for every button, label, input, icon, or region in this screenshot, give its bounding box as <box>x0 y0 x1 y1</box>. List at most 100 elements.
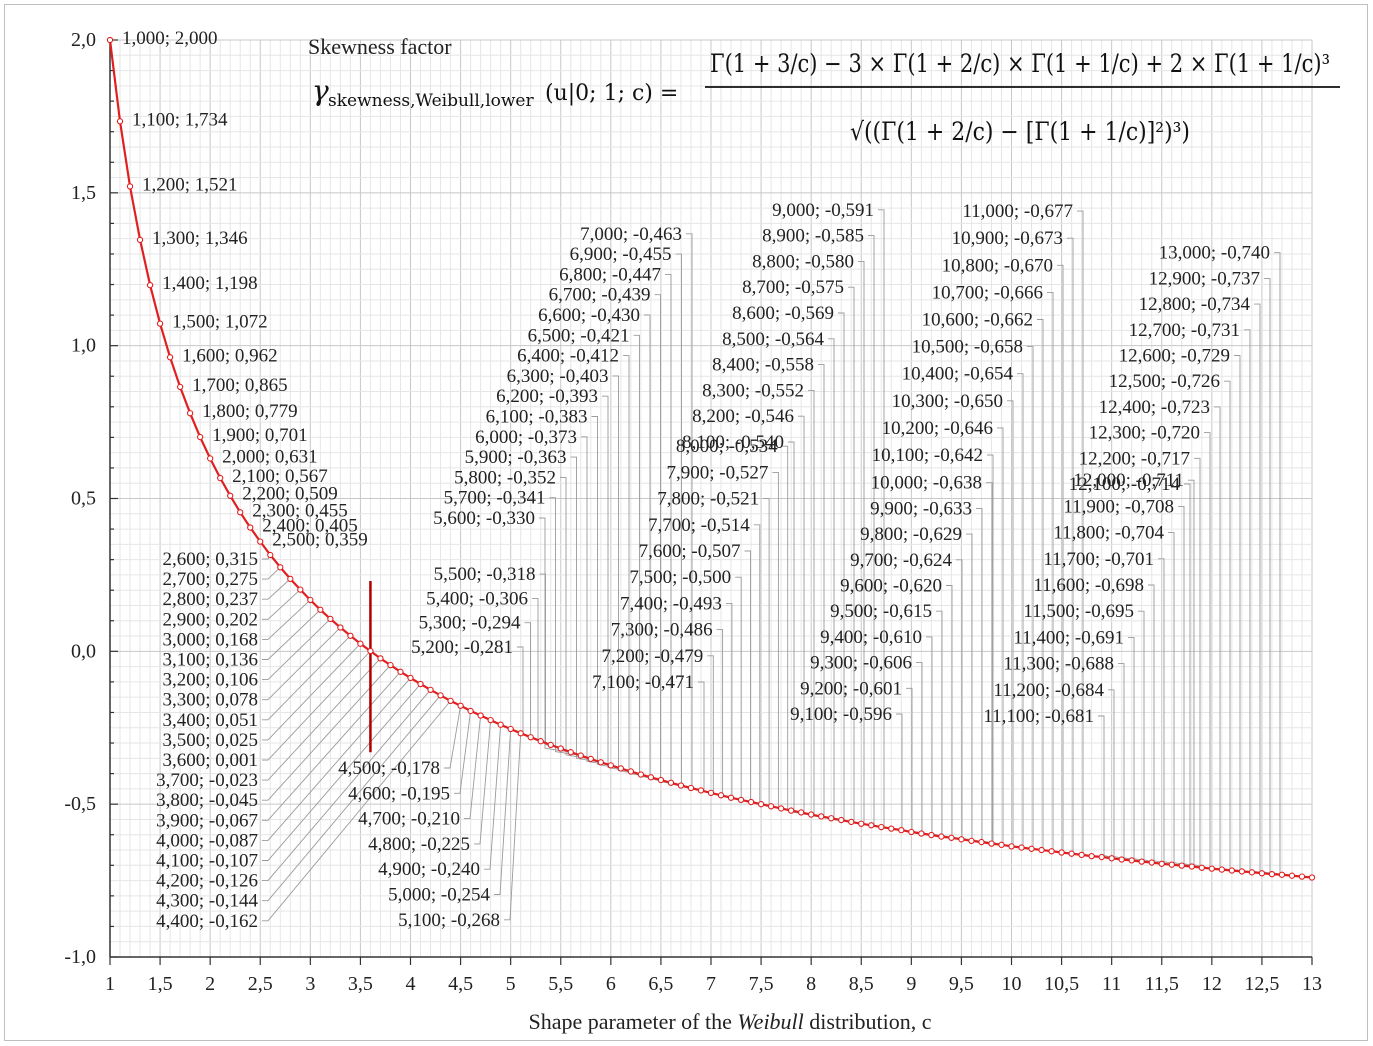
label-leader <box>976 507 1002 846</box>
label-leader <box>464 715 482 820</box>
data-point <box>767 803 775 810</box>
data-label: 4,900; -0,240 <box>378 859 480 880</box>
data-label: 7,400; -0,493 <box>620 593 722 614</box>
data-label: 3,400; 0,051 <box>162 710 258 731</box>
data-point <box>597 759 604 766</box>
data-label: 9,300; -0,606 <box>810 653 912 674</box>
data-point <box>136 236 144 244</box>
x-tick-label: 4,5 <box>448 973 473 995</box>
data-label: 11,700; -0,701 <box>1043 549 1154 570</box>
data-point <box>437 692 444 699</box>
label-leader <box>262 627 341 701</box>
x-tick-label: 11,5 <box>1145 973 1179 995</box>
data-label: 6,900; -0,455 <box>570 244 672 265</box>
data-label: 7,500; -0,500 <box>629 567 731 588</box>
data-point <box>297 586 304 593</box>
x-tick-label: 13 <box>1302 973 1322 995</box>
data-label: 1,400; 1,198 <box>162 273 258 294</box>
data-point <box>737 796 745 804</box>
data-point <box>327 615 334 623</box>
data-label: 5,700; -0,341 <box>444 488 546 509</box>
data-point <box>507 725 514 733</box>
x-tick-label: 3,5 <box>348 973 373 995</box>
data-point <box>808 811 815 818</box>
data-label: 3,000; 0,168 <box>162 629 258 650</box>
data-point <box>677 782 685 789</box>
data-label: 12,100; -0,714 <box>1069 474 1181 495</box>
data-label: 1,700; 0,865 <box>192 375 288 396</box>
data-label: 4,000; -0,087 <box>156 830 258 851</box>
data-point <box>1148 859 1155 866</box>
data-label: 10,400; -0,654 <box>902 364 1014 385</box>
data-label: 6,500; -0,421 <box>528 325 630 346</box>
data-point <box>978 838 985 846</box>
x-tick-label: 7,5 <box>749 973 774 995</box>
label-leader <box>494 728 512 895</box>
data-point <box>1198 864 1205 871</box>
data-label: 4,200; -0,126 <box>156 871 258 892</box>
label-leader <box>781 445 812 816</box>
data-label: 12,800; -0,734 <box>1139 294 1251 315</box>
chart-frame <box>4 4 1368 1041</box>
data-point <box>407 674 414 682</box>
formula-lhs-symbol: γ <box>312 74 329 107</box>
data-point <box>287 575 294 583</box>
data-label: 2,400; 0,405 <box>262 516 358 537</box>
label-leader <box>772 471 802 813</box>
data-point <box>367 647 374 655</box>
data-point <box>156 320 164 327</box>
label-leader <box>1214 406 1252 873</box>
data-label: 6,700; -0,439 <box>549 285 651 306</box>
data-point <box>1268 871 1276 878</box>
data-point <box>357 640 364 647</box>
y-tick-label: 2,0 <box>71 29 96 51</box>
label-leader <box>1264 277 1303 878</box>
label-leader <box>262 618 331 681</box>
label-leader <box>504 733 522 921</box>
data-label: 8,400; -0,558 <box>712 355 814 376</box>
label-leader <box>581 436 611 766</box>
x-axis-title-part-2: Weibull <box>737 1009 803 1034</box>
data-label: 3,700; -0,023 <box>156 770 258 791</box>
data-point <box>1138 858 1145 865</box>
y-tick-label: 0,0 <box>71 640 96 662</box>
data-label: 4,700; -0,210 <box>358 809 460 830</box>
data-label: 6,200; -0,393 <box>496 386 598 407</box>
label-leader <box>1194 457 1232 871</box>
data-label: 2,700; 0,275 <box>162 569 258 590</box>
data-label: 1,100; 1,734 <box>132 109 228 130</box>
data-point <box>647 774 655 781</box>
formula-numerator: Γ(1 + 3/c) − 3 × Γ(1 + 2/c) × Γ(1 + 1/c)… <box>710 49 1330 78</box>
data-point <box>377 655 384 662</box>
data-point <box>1248 869 1256 876</box>
data-point <box>397 668 404 675</box>
x-tick-label: 9,5 <box>949 973 974 995</box>
label-leader <box>262 695 441 902</box>
label-leader <box>262 643 361 741</box>
x-tick-label: 8,5 <box>849 973 874 995</box>
data-label: 12,200; -0,717 <box>1079 448 1190 469</box>
data-point <box>347 632 354 639</box>
label-leader <box>1234 355 1272 875</box>
data-label: 8,200; -0,546 <box>692 406 794 427</box>
data-label: 1,300; 1,346 <box>152 228 248 249</box>
data-point <box>1298 873 1306 880</box>
data-label: 3,300; 0,078 <box>162 690 258 711</box>
data-point <box>727 794 735 801</box>
data-point <box>938 833 945 840</box>
data-label: 1,600; 0,962 <box>182 345 278 366</box>
data-label: 7,100; -0,471 <box>592 672 694 693</box>
label-leader <box>1244 329 1283 876</box>
data-point <box>217 474 224 482</box>
data-label: 7,600; -0,507 <box>639 541 741 562</box>
label-leader <box>484 724 502 870</box>
label-leader <box>262 677 411 841</box>
data-point <box>988 840 995 847</box>
data-point <box>307 596 314 604</box>
y-tick-label: 0,5 <box>71 488 96 510</box>
data-label: 4,100; -0,107 <box>156 851 258 872</box>
data-labels: 1,000; 2,000 1,100; 1,734 1,200; 1,521 1,30… <box>122 28 1270 932</box>
data-label: 12,300; -0,720 <box>1089 423 1200 444</box>
data-point <box>587 755 594 763</box>
